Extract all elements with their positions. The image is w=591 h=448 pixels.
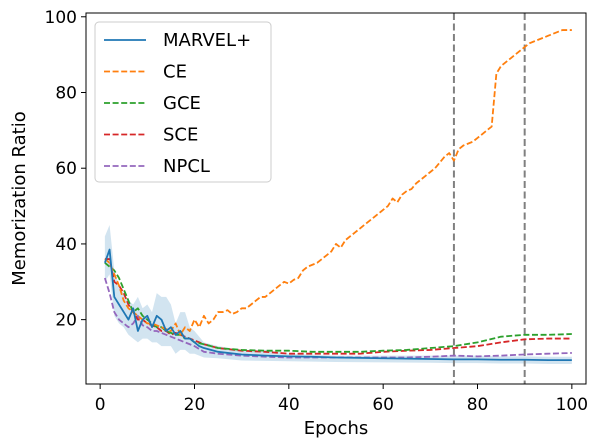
x-tick-label: 60 xyxy=(372,395,394,415)
y-tick-label: 40 xyxy=(55,235,77,255)
plot-content xyxy=(104,13,572,384)
series-line-gce xyxy=(104,262,572,353)
x-tick-label: 80 xyxy=(467,395,489,415)
legend-label: MARVEL+ xyxy=(163,30,251,51)
legend-item-marvel: MARVEL+ xyxy=(104,30,251,51)
series-line-ce xyxy=(104,29,572,336)
plot-area xyxy=(104,13,572,384)
x-tick-label: 40 xyxy=(278,395,300,415)
series-line-npcl xyxy=(104,277,572,359)
legend-label: GCE xyxy=(163,93,201,114)
y-tick-label: 80 xyxy=(55,84,77,104)
x-tick-label: 20 xyxy=(184,395,206,415)
legend-label: SCE xyxy=(163,125,198,146)
plot-frame xyxy=(85,12,587,385)
legend: MARVEL+ CE GCE SCE NPCL xyxy=(94,21,272,183)
x-tick-label: 0 xyxy=(95,395,106,415)
legend-label: CE xyxy=(163,62,187,83)
x-tick-label: 100 xyxy=(556,395,588,415)
legend-box xyxy=(94,21,272,183)
y-tick-label: 100 xyxy=(45,8,77,28)
legend-item-npcl: NPCL xyxy=(104,156,210,177)
legend-item-ce: CE xyxy=(104,62,187,83)
axes: 0 20 40 60 80 100 20 40 60 80 100 Epochs Memorizatio… xyxy=(9,8,588,439)
legend-item-gce: GCE xyxy=(104,93,201,114)
x-axis-title: Epochs xyxy=(304,418,369,439)
series-line-marvel xyxy=(104,248,572,362)
y-axis-title: Memorization Ratio xyxy=(9,111,30,285)
legend-item-sce: SCE xyxy=(104,125,198,146)
y-tick-label: 20 xyxy=(55,311,77,331)
legend-label: NPCL xyxy=(163,156,210,177)
y-tick-label: 60 xyxy=(55,159,77,179)
